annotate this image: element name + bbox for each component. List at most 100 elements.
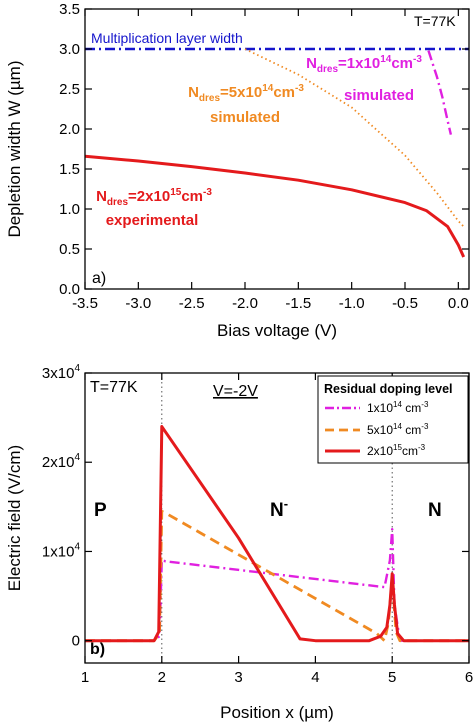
panel-b-ylabel: Electric field (V/cm): [5, 445, 24, 591]
region-nminus-label: N-: [270, 496, 288, 521]
label-n5e14-note: simulated: [210, 109, 280, 126]
panel-a-ylabel: Depletion width W (µm): [5, 60, 24, 237]
ytick-label-2: 2x104: [42, 452, 81, 471]
xtick-label-5: -1.0: [339, 295, 365, 312]
label-n5e14-sup: 14: [262, 83, 274, 94]
ytick-label-sup: 4: [74, 541, 80, 552]
region-nminus-n: N: [270, 500, 284, 521]
mult-layer-label: Multiplication layer width: [91, 30, 243, 46]
xtick-label-3: -2.0: [232, 295, 258, 312]
legend-n1e14-base: 1x10: [367, 401, 393, 415]
xtick-label-0: 1: [81, 669, 89, 686]
panel-b-label: b): [90, 641, 105, 658]
label-n1e14: Ndres=1x1014cm-3: [306, 54, 422, 75]
ytick-label-1: 0.5: [59, 241, 80, 258]
label-n2e15-unit-sup: -3: [203, 187, 212, 198]
label-n5e14-n: N: [188, 84, 199, 101]
legend-n2e15-base: 2x10: [367, 444, 393, 458]
legend-n2e15-unit: cm: [402, 444, 418, 458]
label-n2e15-sup: 15: [170, 187, 182, 198]
legend-n1e14-unit: cm: [402, 401, 421, 415]
legend-entry-n1e14: 1x1014 cm-3: [367, 400, 429, 415]
panel-b-frame: [84, 372, 470, 664]
ytick-label-sup: 4: [74, 452, 80, 463]
legend-n1e14-sup: 14: [393, 400, 402, 409]
ytick-label-5: 2.5: [59, 81, 80, 98]
region-nminus-sup: -: [284, 496, 288, 511]
label-n5e14: Ndres=5x1014cm-3: [188, 83, 304, 104]
label-n5e14-unit: cm: [273, 84, 295, 101]
label-n5e14-unit-sup: -3: [295, 83, 304, 94]
label-n1e14-n: N: [306, 55, 317, 72]
xtick-label-2: -2.5: [179, 295, 205, 312]
panel-a-temperature: T=77K: [414, 13, 456, 29]
panel-b-series: [85, 425, 469, 643]
xtick-label-5: 6: [465, 669, 473, 686]
legend-entry-n2e15: 2x1015cm-3: [367, 443, 426, 458]
panel-a-series: [84, 47, 469, 258]
label-n1e14-sub: dres: [317, 64, 339, 75]
xtick-label-6: -0.5: [392, 295, 418, 312]
panel-b-xlabel: Position x (µm): [220, 703, 334, 722]
label-n5e14-sub: dres: [199, 93, 221, 104]
xtick-label-1: 2: [158, 669, 166, 686]
ytick-label-base: 2x10: [42, 454, 75, 471]
ytick-label-3: 1.5: [59, 161, 80, 178]
region-p-label: P: [94, 500, 107, 521]
label-n2e15: Ndres=2x1015cm-3: [96, 187, 212, 208]
series-n2e15: [84, 154, 466, 258]
ytick-label-base: 0: [72, 633, 80, 650]
panel-a-ticks: -3.5 -3.0 -2.5 -2.0 -1.5 -1.0 -0.5 0.0 0.0 0.5 1.0…: [59, 1, 469, 312]
ytick-label-sup: 4: [74, 363, 80, 374]
ytick-label-3: 3x104: [42, 363, 81, 382]
xtick-label-2: 3: [234, 669, 242, 686]
panel-b-temperature: T=77K: [90, 379, 138, 396]
label-n1e14-mid: =1x10: [338, 55, 380, 72]
legend-n1e14-unit-sup: -3: [421, 400, 429, 409]
panel-b-voltage: V=-2V: [213, 383, 258, 400]
legend-entry-n5e14: 5x1014 cm-3: [367, 422, 429, 437]
legend-n5e14-base: 5x10: [367, 423, 393, 437]
series-n2e15: [85, 425, 469, 643]
series-n5e14: [244, 48, 465, 228]
legend: Residual doping level 1x1014 cm-3 5x1014…: [317, 375, 469, 464]
legend-title: Residual doping level: [324, 382, 453, 396]
ytick-label-base: 1x10: [42, 543, 75, 560]
panel-a-xlabel: Bias voltage (V): [217, 321, 337, 340]
label-n1e14-unit-sup: -3: [413, 54, 422, 65]
label-n5e14-mid: =5x10: [220, 84, 262, 101]
xtick-label-4: 5: [388, 669, 396, 686]
panel-a-label: a): [92, 270, 106, 287]
xtick-label-4: -1.5: [285, 295, 311, 312]
legend-n5e14-unit-sup: -3: [421, 422, 429, 431]
label-n1e14-sup: 14: [380, 54, 392, 65]
xtick-label-0: -3.5: [72, 295, 98, 312]
legend-box: [317, 375, 469, 464]
ytick-label-2: 1.0: [59, 201, 80, 218]
ytick-label-4: 2.0: [59, 121, 80, 138]
ytick-label-0: 0.0: [59, 281, 80, 298]
legend-n5e14-sup: 14: [393, 422, 402, 431]
xtick-label-1: -3.0: [125, 295, 151, 312]
panel-a: -3.5 -3.0 -2.5 -2.0 -1.5 -1.0 -0.5 0.0 0.0 0.5 1.0…: [5, 1, 470, 340]
xtick-label-3: 4: [311, 669, 319, 686]
label-n1e14-note: simulated: [344, 87, 414, 104]
label-n2e15-note: experimental: [106, 212, 199, 229]
series-n1e14: [427, 50, 453, 135]
ytick-label-6: 3.0: [59, 41, 80, 58]
panel-a-frame: [84, 8, 470, 290]
legend-n2e15-sup: 15: [393, 443, 402, 452]
ytick-label-0: 0: [72, 633, 80, 650]
ytick-label-1: 1x104: [42, 541, 81, 560]
xtick-label-7: 0.0: [448, 295, 469, 312]
label-n2e15-unit: cm: [181, 188, 203, 205]
legend-n2e15-unit-sup: -3: [418, 443, 426, 452]
label-n2e15-n: N: [96, 188, 107, 205]
legend-n5e14-unit: cm: [402, 423, 421, 437]
label-n2e15-sub: dres: [107, 197, 129, 208]
series-n1e14: [85, 527, 469, 642]
series-n5e14: [85, 509, 469, 643]
